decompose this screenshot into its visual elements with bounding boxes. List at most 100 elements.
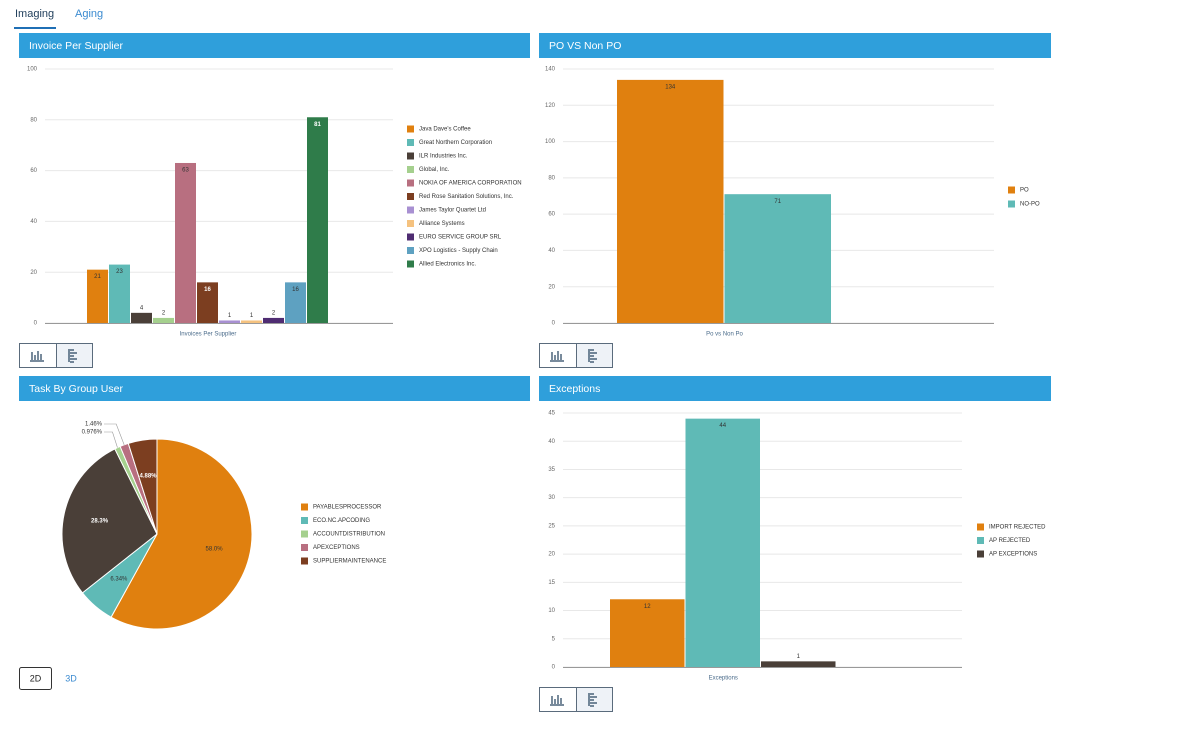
label-connector [104,431,118,448]
legend-label: NOKIA OF AMERICA CORPORATION [419,181,522,187]
bar [197,282,218,323]
data-label: 1 [797,654,801,660]
slice-label: 1.46% [85,422,103,428]
data-label: 2 [162,310,166,316]
data-label: 1 [228,313,232,319]
bar [610,599,685,667]
y-tick-label: 40 [548,439,555,445]
bar-icon [550,695,564,706]
bar [153,317,174,323]
table-view-button[interactable] [576,687,613,712]
y-tick-label: 15 [548,580,555,586]
y-tick-label: 120 [545,103,556,109]
bar [724,194,831,323]
legend-swatch [977,537,984,544]
y-tick-label: 45 [548,411,555,417]
legend-label: AP EXCEPTIONS [989,552,1037,558]
bar [241,320,262,323]
bar [131,312,152,323]
legend-label: AP REJECTED [989,538,1031,544]
slice-label: 4.88% [139,473,157,479]
legend-swatch [407,247,414,254]
y-tick-label: 100 [545,139,556,145]
bar-icon [550,351,564,362]
slice-label: 28.3% [91,519,109,525]
data-label: 16 [204,287,211,293]
legend-swatch [407,139,414,146]
y-tick-label: 140 [545,67,556,73]
y-tick-label: 20 [548,284,555,290]
x-tick-label: Exceptions [709,676,738,682]
view-2d-label[interactable]: 2D [30,673,42,683]
legend-swatch [407,260,414,268]
list-icon [588,693,597,707]
data-label: 4 [140,305,144,311]
legend-swatch [407,152,414,160]
list-icon [588,349,597,363]
panel-title: Invoice Per Supplier [29,40,123,52]
bar-icon [30,351,44,362]
chart-view-button[interactable] [19,343,57,368]
legend-label: ECO.NC.APCODING [313,518,370,524]
legend-swatch [407,206,414,214]
legend-label: Java Dave's Coffee [419,127,471,133]
legend-swatch [301,544,308,551]
y-tick-label: 0 [552,665,556,671]
y-tick-label: 60 [548,212,555,218]
legend-swatch [977,550,984,558]
bar [219,320,240,323]
y-tick-label: 0 [552,321,556,327]
data-label: 2 [272,310,276,316]
panel-title: PO VS Non PO [549,40,621,52]
legend-swatch [407,220,414,227]
legend-swatch [1008,186,1015,194]
legend-label: Alliance Systems [419,221,465,227]
legend-label: IMPORT REJECTED [989,525,1046,531]
legend-label: XPO Logistics - Supply Chain [419,248,498,254]
legend-label: NO-PO [1020,202,1040,208]
tab-active[interactable]: Imaging [15,8,54,20]
tab[interactable]: Aging [75,8,103,20]
bar [617,79,724,323]
y-tick-label: 20 [30,270,37,276]
legend-swatch [407,166,414,173]
legend-swatch [301,530,308,538]
data-label: 16 [292,287,299,293]
bar [761,661,836,667]
panel-header [539,33,1051,58]
view-3d-label[interactable]: 3D [65,673,77,683]
table-view-button[interactable] [56,343,93,368]
panel-title: Task By Group User [29,383,123,395]
bar [87,269,108,323]
legend-swatch [301,503,308,511]
data-label: 1 [250,313,254,319]
data-label: 21 [94,274,101,280]
legend-swatch [301,517,308,524]
slice-label: 58.0% [206,546,224,552]
legend-label: PO [1020,188,1029,194]
bar [109,264,130,323]
legend-label: Red Rose Sanitation Solutions, Inc. [419,194,514,200]
data-label: 12 [644,604,651,610]
y-tick-label: 25 [548,523,555,529]
view-2d-button[interactable] [19,667,52,690]
y-tick-label: 60 [30,168,37,174]
data-label: 63 [182,168,189,174]
legend-swatch [977,523,984,531]
y-tick-label: 80 [30,117,37,123]
pie-slice [110,438,253,630]
table-view-button[interactable] [576,343,613,368]
y-tick-label: 0 [34,321,38,327]
bar [685,418,760,667]
legend-swatch [407,179,414,187]
y-tick-label: 40 [548,248,555,254]
legend-label: Allied Electronics Inc. [419,262,476,268]
bar [307,117,328,323]
legend-swatch [1008,200,1015,208]
legend-label: PAYABLESPROCESSOR [313,505,382,511]
bar [175,162,196,323]
slice-label: 6.34% [110,576,128,582]
data-label: 23 [116,269,123,275]
bar [285,282,306,323]
